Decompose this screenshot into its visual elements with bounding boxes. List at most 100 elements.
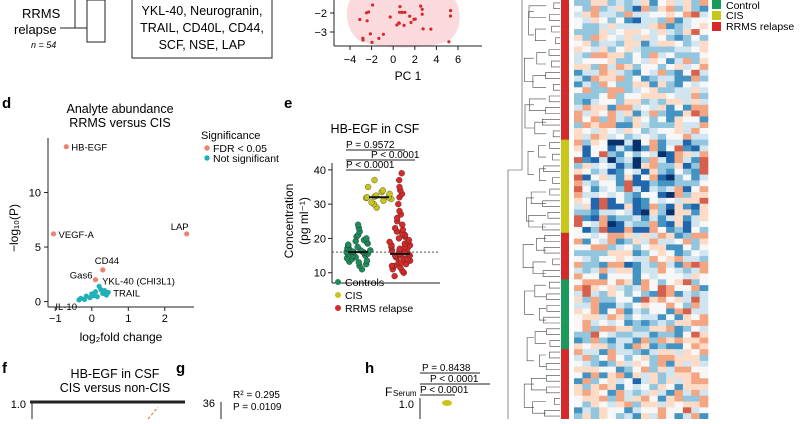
heatmap-cell <box>615 337 625 344</box>
heatmap-cell <box>699 145 709 152</box>
heatmap-cell <box>691 279 700 286</box>
heatmap-cell <box>582 5 592 12</box>
heatmap-cell <box>632 23 642 30</box>
heatmap-cell <box>691 360 700 367</box>
heatmap-cell <box>682 98 692 106</box>
heatmap-cell <box>657 203 667 210</box>
heatmap-cell <box>641 372 650 379</box>
heatmap-cell <box>632 58 642 65</box>
heatmap-cell <box>574 320 583 327</box>
heatmap-cell <box>599 64 608 71</box>
heatmap-cell <box>649 34 659 42</box>
heatmap-cell <box>624 401 633 408</box>
heatmap-cell <box>574 290 583 298</box>
heatmap-cell <box>574 302 583 309</box>
heatmap-cell <box>582 395 592 402</box>
legend-fdr-label: FDR < 0.05 <box>213 143 267 155</box>
heatmap-cell <box>641 407 650 414</box>
heatmap-cell <box>666 5 675 12</box>
annotation-cell <box>561 110 569 117</box>
heatmap-cell <box>582 209 592 216</box>
legend-rrms-label: RRMS relapse <box>726 21 794 33</box>
heatmap-cell <box>666 378 675 385</box>
heatmap-cell <box>624 75 633 82</box>
heatmap-cell <box>615 11 625 18</box>
heatmap-cell <box>582 221 592 228</box>
heatmap-cell <box>641 232 650 239</box>
heatmap-cell <box>624 203 633 210</box>
heatmap-cell <box>590 226 600 234</box>
heatmap-cell <box>632 384 642 391</box>
heatmap-cell <box>615 29 625 36</box>
heatmap-cell <box>657 325 667 333</box>
annotation-cell <box>561 162 569 170</box>
heatmap-cell <box>674 389 684 397</box>
heatmap-cell <box>657 75 667 82</box>
heatmap-cell <box>649 93 659 100</box>
heatmap-cell <box>682 168 692 175</box>
heatmap-cell <box>607 273 617 280</box>
heatmap-cell <box>632 226 642 234</box>
heatmap-cell <box>615 226 625 234</box>
h-cis-cluster <box>442 400 452 406</box>
heatmap-cell <box>590 279 600 286</box>
heatmap-cell <box>624 250 633 257</box>
heatmap-cell <box>582 273 592 280</box>
heatmap-cell <box>674 267 684 274</box>
heatmap-cell <box>649 186 659 193</box>
heatmap-cell <box>615 354 625 362</box>
heatmap-cell <box>666 296 675 303</box>
heatmap-cell <box>641 290 650 298</box>
heatmap-cell <box>599 133 608 140</box>
heatmap-cell <box>641 413 650 420</box>
panel-letter-e: e <box>284 95 292 112</box>
heatmap-cell <box>607 366 617 373</box>
heatmap-cell <box>691 389 700 397</box>
heatmap-cell <box>582 58 592 65</box>
heatmap-cell <box>607 75 617 82</box>
heatmap-cell <box>582 349 592 356</box>
heatmap-cell <box>582 401 592 408</box>
heatmap-cell <box>599 349 608 356</box>
annotation-cell <box>561 372 569 379</box>
heatmap-cell <box>590 395 600 402</box>
pca-point <box>397 21 401 25</box>
heatmap-cell <box>582 343 592 350</box>
heatmap-cell <box>674 157 684 164</box>
heatmap-cell <box>657 104 667 111</box>
heatmap-cell <box>641 395 650 402</box>
heatmap-cell <box>607 349 617 356</box>
heatmap-cell <box>666 168 675 175</box>
heatmap-cell <box>666 389 675 397</box>
heatmap-cell <box>607 285 617 292</box>
heatmap-cell <box>699 395 709 402</box>
heatmap-cell <box>699 151 709 158</box>
heatmap-cell <box>574 87 583 94</box>
h-ytick-label: 1.0 <box>399 399 414 411</box>
heatmap-cell <box>699 354 709 362</box>
heatmap-cell <box>624 238 633 245</box>
heatmap-cell <box>632 52 642 59</box>
heatmap-cell <box>641 354 650 362</box>
hb-point <box>371 176 378 184</box>
heatmap-cell <box>582 238 592 245</box>
heatmap-cell <box>691 325 700 333</box>
pca-point <box>398 5 402 9</box>
heatmap-cell <box>641 337 650 344</box>
heatmap-cell <box>582 116 592 123</box>
pca-xticks: −4 −2 0 2 4 6 <box>344 46 461 66</box>
heatmap-cell <box>590 93 600 100</box>
heatmap-cell <box>590 69 600 76</box>
heatmap-cell <box>691 75 700 82</box>
heatmap-cell <box>666 52 675 59</box>
legend-rrms-dot <box>335 305 341 311</box>
heatmap-cell <box>674 343 684 350</box>
heatmap-cell <box>666 209 675 216</box>
heatmap-cell <box>607 128 617 135</box>
annotation-cell <box>561 232 569 239</box>
heatmap-cell <box>641 81 650 88</box>
heatmap-cell <box>582 320 592 327</box>
heatmap-cell <box>624 110 633 117</box>
heatmap-cell <box>674 197 684 204</box>
